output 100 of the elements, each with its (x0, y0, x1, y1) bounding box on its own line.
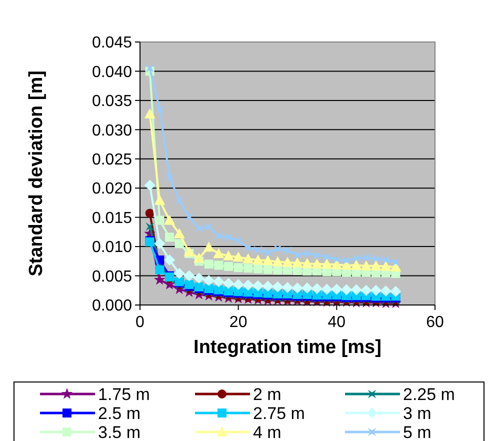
point (154, 274, 166, 285)
x-tick-label: 0 (136, 314, 145, 331)
y-axis-title: Standard deviation [m] (26, 70, 47, 276)
point (184, 270, 195, 282)
point (282, 256, 293, 267)
point (254, 264, 262, 274)
point (382, 256, 390, 264)
point (223, 278, 234, 289)
point (321, 258, 332, 269)
point (144, 180, 156, 191)
point (312, 283, 322, 294)
point (234, 263, 243, 272)
y-tick-label: 0.000 (92, 298, 132, 315)
point (350, 284, 362, 296)
point (154, 194, 166, 205)
point (331, 284, 342, 295)
point (342, 256, 351, 265)
y-tick-label: 0.040 (92, 64, 132, 81)
point (232, 252, 244, 262)
point (272, 281, 284, 292)
point (234, 236, 243, 245)
point (145, 208, 154, 218)
point (262, 280, 274, 292)
point (391, 258, 400, 267)
y-tick-label: 0.035 (92, 93, 132, 110)
point (223, 250, 234, 260)
point (321, 284, 332, 295)
point (312, 251, 322, 260)
point (252, 254, 264, 264)
y-tick-label: 0.010 (92, 239, 132, 256)
point (144, 108, 156, 118)
point (204, 260, 214, 269)
legend-label: 2.25 m (403, 384, 455, 404)
point (252, 280, 264, 292)
x-tick-label: 40 (328, 314, 346, 331)
point (155, 104, 164, 114)
point (203, 242, 214, 252)
y-tick-label: 0.045 (92, 34, 132, 52)
point (254, 246, 262, 254)
point (341, 284, 352, 296)
point (390, 286, 402, 298)
point (264, 248, 272, 257)
y-tick-label: 0.020 (92, 180, 132, 198)
legend-label: 3 m (403, 404, 432, 423)
point (380, 260, 392, 271)
point (184, 212, 194, 221)
y-tick-label: 0.025 (92, 151, 132, 168)
point (194, 272, 204, 284)
point (154, 238, 166, 250)
point (370, 284, 382, 296)
point (244, 264, 253, 273)
point (242, 280, 254, 291)
point (184, 246, 195, 256)
point (194, 252, 204, 263)
point (372, 254, 380, 264)
point (174, 268, 185, 279)
point (175, 196, 184, 205)
legend-label: 4 m (253, 422, 282, 441)
point (194, 224, 204, 233)
y-tick-label: 0.015 (92, 210, 132, 227)
point (224, 232, 233, 242)
legend-label: 1.75 m (98, 384, 150, 404)
point (370, 260, 382, 270)
point (174, 228, 185, 238)
point (146, 64, 154, 73)
point (360, 260, 372, 270)
point (273, 244, 282, 254)
point (165, 232, 174, 242)
legend-label: 3.5 m (98, 422, 141, 441)
legend-label: 2 m (253, 384, 282, 404)
x-axis-title: Integration time [ms] (194, 337, 382, 358)
point (213, 276, 224, 288)
point (282, 282, 293, 293)
x-tick-label: 20 (229, 314, 248, 331)
point (174, 239, 184, 248)
point (263, 264, 272, 274)
y-tick-label: 0.030 (92, 122, 132, 140)
point (332, 255, 341, 264)
point (165, 172, 174, 182)
point (262, 255, 274, 266)
point (293, 250, 302, 259)
point (203, 274, 214, 286)
point (292, 282, 303, 294)
point (360, 284, 372, 296)
point (164, 214, 175, 225)
x-tick-label: 60 (426, 314, 444, 331)
point (214, 232, 223, 240)
point (302, 249, 312, 258)
point (146, 222, 154, 231)
point (155, 216, 164, 225)
point (302, 282, 313, 294)
point (232, 279, 244, 290)
point (292, 257, 303, 268)
point (302, 258, 313, 268)
legend-label: 2.75 m (253, 404, 305, 423)
point (350, 260, 362, 270)
point (213, 248, 224, 258)
point (204, 222, 214, 231)
legend-label: 2.5 m (98, 404, 141, 423)
point (312, 258, 322, 269)
